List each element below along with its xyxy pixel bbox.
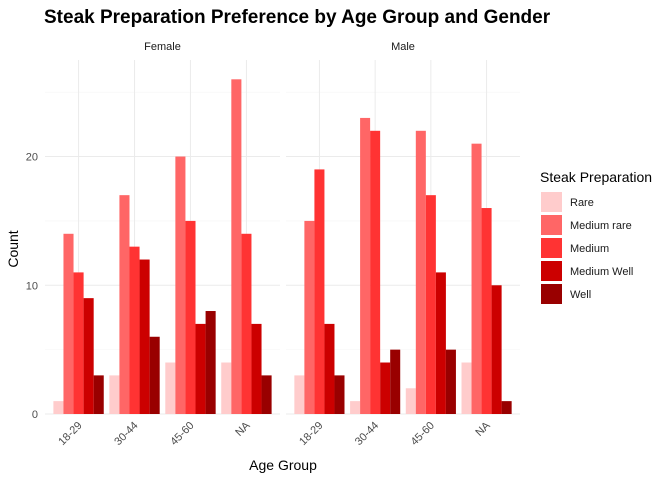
bar-male-na-rare <box>461 362 472 414</box>
bar-female-30-44-medium-rare <box>119 195 130 414</box>
bar-female-45-60-medium-well <box>195 323 206 414</box>
bar-female-18-29-medium-rare <box>63 233 74 414</box>
legend-title: Steak Preparation <box>540 169 652 185</box>
bar-female-45-60-medium-rare <box>175 156 186 414</box>
bar-male-45-60-medium-well <box>435 272 446 414</box>
bar-female-18-29-medium <box>73 272 84 414</box>
y-tick-label: 10 <box>26 280 38 292</box>
legend-swatch-medium-well <box>541 261 562 281</box>
x-axis-title: Age Group <box>249 457 317 473</box>
legend-swatch-rare <box>541 192 562 212</box>
bar-female-30-44-rare <box>109 375 120 414</box>
x-tick-label: 18-29 <box>297 420 325 448</box>
legend-label: Medium rare <box>570 220 632 232</box>
y-tick-label: 0 <box>32 409 38 421</box>
bar-male-30-44-medium-well <box>380 362 391 414</box>
bar-male-18-29-medium-well <box>324 323 335 414</box>
bar-female-45-60-well <box>205 311 216 414</box>
y-axis-title: Count <box>5 230 21 267</box>
legend-swatch-well <box>541 284 562 304</box>
legend-label: Medium Well <box>570 266 633 278</box>
bar-male-18-29-rare <box>294 375 305 414</box>
bar-male-45-60-well <box>445 349 456 414</box>
bar-female-18-29-well <box>93 375 104 414</box>
bar-female-18-29-rare <box>53 401 64 414</box>
bar-male-30-44-well <box>390 349 401 414</box>
legend-swatch-medium-rare <box>541 215 562 235</box>
bar-male-18-29-medium <box>314 169 325 414</box>
legend-label: Medium <box>570 243 609 255</box>
legend-label: Well <box>570 289 591 301</box>
bar-female-na-well <box>261 375 272 414</box>
bar-female-30-44-medium <box>129 246 140 414</box>
chart-title: Steak Preparation Preference by Age Grou… <box>44 7 551 28</box>
x-tick-label: 30-44 <box>353 420 381 448</box>
bar-male-18-29-well <box>334 375 345 414</box>
facet-label-male: Male <box>391 41 415 53</box>
bar-female-na-medium <box>241 233 252 414</box>
bar-male-na-medium-well <box>491 285 502 414</box>
bar-female-45-60-medium <box>185 220 196 414</box>
bar-female-na-medium-rare <box>231 79 242 415</box>
x-tick-label: NA <box>473 419 493 439</box>
bar-male-30-44-rare <box>350 401 361 414</box>
facet-label-female: Female <box>144 41 181 53</box>
bar-female-18-29-medium-well <box>83 298 94 414</box>
bar-male-na-medium <box>481 208 492 414</box>
legend-swatch-medium <box>541 238 562 258</box>
bar-female-na-medium-well <box>251 323 262 414</box>
x-tick-label: 30-44 <box>112 420 140 448</box>
bar-male-45-60-medium-rare <box>415 130 426 415</box>
bar-male-45-60-rare <box>405 388 416 414</box>
x-tick-label: NA <box>233 419 253 439</box>
bar-female-30-44-medium-well <box>139 259 150 414</box>
bar-male-18-29-medium-rare <box>304 220 315 414</box>
legend-label: Rare <box>570 197 594 209</box>
bar-female-na-rare <box>221 362 232 414</box>
bar-male-30-44-medium-rare <box>360 117 371 414</box>
bar-female-45-60-rare <box>165 362 176 414</box>
legend: Steak Preparation Rare Medium rare Medium M… <box>540 169 652 304</box>
bar-male-na-well <box>501 401 512 414</box>
x-tick-label: 45-60 <box>409 420 437 448</box>
bar-female-30-44-well <box>149 336 160 414</box>
x-tick-label: 18-29 <box>56 420 84 448</box>
bar-male-na-medium-rare <box>471 143 482 414</box>
y-tick-label: 20 <box>26 152 38 164</box>
bars-layer <box>53 79 512 415</box>
x-tick-label: 45-60 <box>168 420 196 448</box>
bar-male-30-44-medium <box>370 130 381 415</box>
bar-male-45-60-medium <box>425 195 436 414</box>
